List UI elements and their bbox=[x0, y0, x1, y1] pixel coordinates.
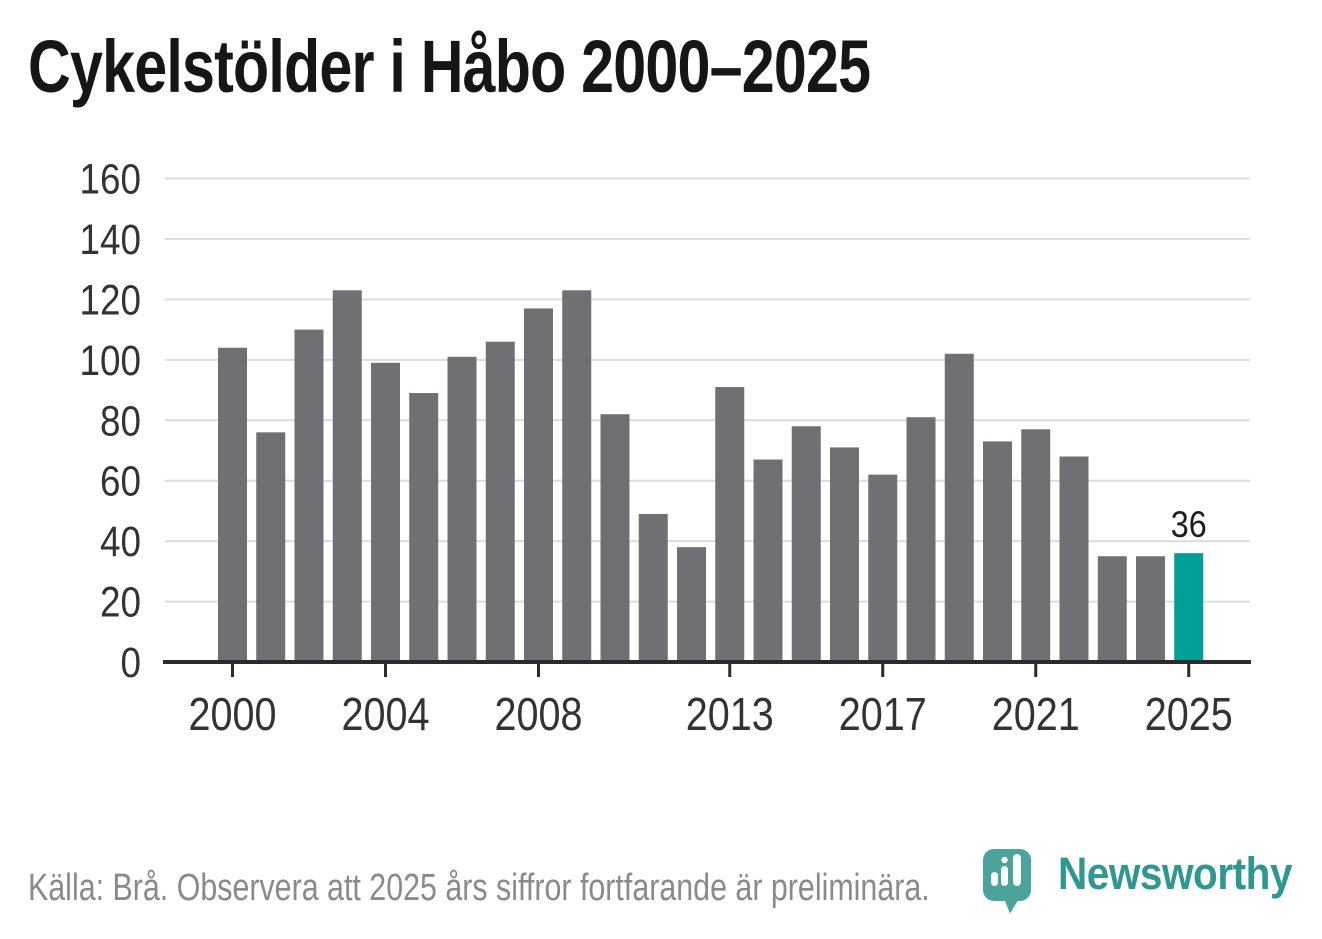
logo-dot bbox=[1001, 856, 1008, 864]
x-axis-label: 2021 bbox=[992, 688, 1080, 740]
bar-highlight bbox=[1174, 553, 1204, 662]
bar bbox=[409, 393, 439, 662]
bar bbox=[562, 290, 592, 662]
logo-bar-medium bbox=[1001, 866, 1008, 886]
bar bbox=[830, 447, 859, 662]
bar bbox=[944, 353, 974, 662]
y-axis-label: 40 bbox=[100, 518, 141, 566]
y-axis-label: 80 bbox=[100, 397, 141, 445]
bar bbox=[600, 414, 630, 662]
page-title: Cykelstölder i Håbo 2000–2025 bbox=[28, 25, 871, 108]
bar bbox=[332, 290, 362, 662]
x-axis-label: 2004 bbox=[342, 688, 430, 740]
y-axis-label: 120 bbox=[80, 276, 142, 324]
y-axis-label: 140 bbox=[80, 216, 142, 264]
bar-value-label: 36 bbox=[1171, 504, 1207, 545]
bar bbox=[715, 387, 745, 662]
bar bbox=[983, 441, 1012, 662]
bar bbox=[906, 417, 936, 662]
bar bbox=[1021, 429, 1051, 662]
bar bbox=[753, 459, 783, 662]
bar bbox=[524, 308, 553, 662]
bar bbox=[1059, 456, 1089, 662]
bar bbox=[677, 547, 706, 662]
bar bbox=[791, 426, 821, 662]
bar bbox=[256, 432, 286, 662]
bar bbox=[294, 329, 324, 662]
bar bbox=[638, 513, 668, 662]
bar bbox=[1097, 556, 1127, 662]
bar bbox=[371, 362, 400, 662]
y-axis-label: 0 bbox=[121, 639, 142, 687]
x-axis-label: 2008 bbox=[495, 688, 583, 740]
bar bbox=[447, 356, 477, 662]
source-note: Källa: Brå. Observera att 2025 års siffr… bbox=[28, 867, 930, 909]
x-axis-label: 2000 bbox=[189, 688, 277, 740]
y-axis-label: 100 bbox=[80, 337, 142, 385]
bar bbox=[1136, 556, 1165, 662]
bar bbox=[218, 347, 247, 662]
y-axis-label: 20 bbox=[100, 579, 141, 627]
y-axis-label: 60 bbox=[100, 458, 141, 506]
x-axis-label: 2013 bbox=[686, 688, 774, 740]
newsworthy-logo-icon bbox=[983, 849, 1031, 914]
x-axis-label: 2025 bbox=[1145, 688, 1233, 740]
y-axis-label: 160 bbox=[80, 156, 142, 204]
logo-bar-tall bbox=[1013, 854, 1021, 886]
bar bbox=[868, 474, 898, 662]
bar bbox=[485, 341, 515, 662]
brand-wordmark: Newsworthy bbox=[1058, 848, 1293, 899]
x-axis-label: 2017 bbox=[839, 688, 927, 740]
logo-bar-short bbox=[991, 872, 998, 886]
